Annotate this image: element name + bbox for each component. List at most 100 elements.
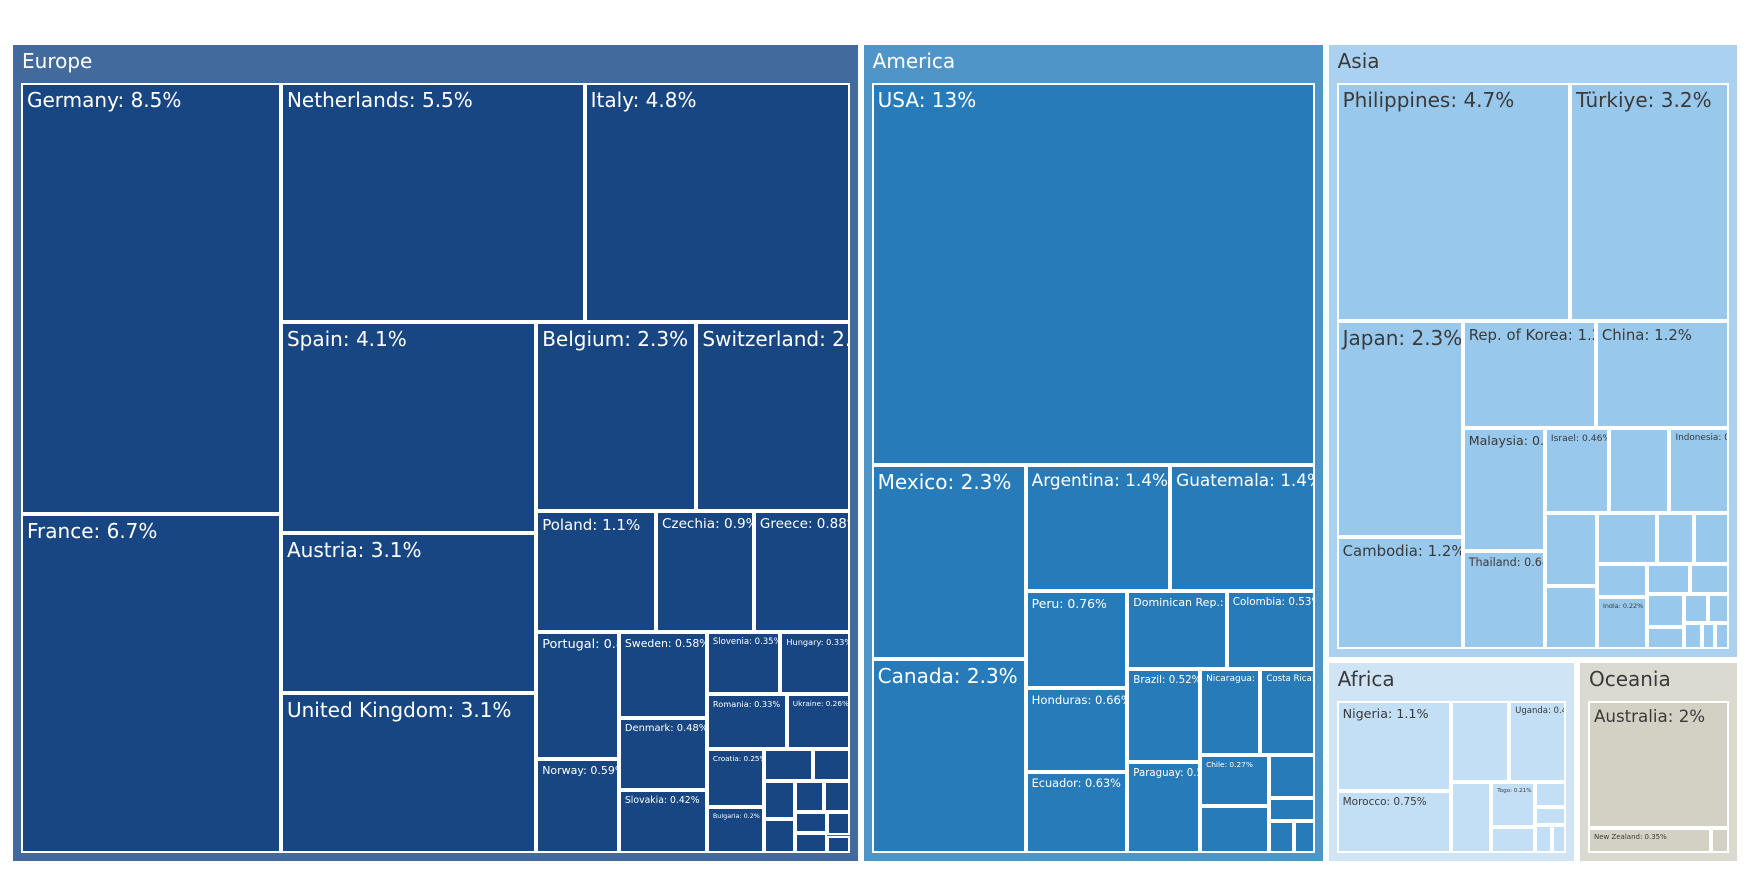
treemap-cell[interactable]: Romania: 0.33% bbox=[706, 694, 787, 749]
treemap-cell[interactable] bbox=[1608, 427, 1670, 513]
treemap-cell[interactable]: Philippines: 4.7% bbox=[1336, 83, 1571, 322]
treemap-cell[interactable]: Argentina: 1.4% bbox=[1025, 464, 1171, 591]
treemap-cell[interactable] bbox=[794, 832, 828, 853]
cell-label: Austria: 3.1% bbox=[286, 538, 422, 563]
treemap-cell[interactable]: Türkiye: 3.2% bbox=[1570, 83, 1729, 322]
treemap-cell[interactable] bbox=[1683, 623, 1702, 650]
treemap-cell[interactable]: France: 6.7% bbox=[21, 513, 281, 853]
treemap-cell[interactable] bbox=[1683, 594, 1709, 624]
treemap-cell[interactable] bbox=[1294, 821, 1315, 853]
cell-label: Israel: 0.46% bbox=[1550, 432, 1609, 444]
treemap-cell[interactable]: Chile: 0.27% bbox=[1200, 755, 1270, 807]
treemap-cell[interactable] bbox=[1269, 798, 1315, 822]
treemap-cell[interactable]: Uganda: 0.49% bbox=[1509, 701, 1566, 783]
treemap-cell[interactable]: Poland: 1.1% bbox=[536, 510, 656, 632]
treemap-cell[interactable]: Spain: 4.1% bbox=[280, 321, 537, 534]
treemap-cell[interactable] bbox=[824, 780, 850, 813]
treemap-cell[interactable]: Netherlands: 5.5% bbox=[280, 83, 585, 322]
treemap-cell[interactable] bbox=[827, 812, 850, 836]
treemap-cell[interactable]: Canada: 2.3% bbox=[871, 658, 1026, 853]
treemap-cell[interactable] bbox=[1451, 701, 1510, 783]
treemap-cell[interactable]: Ecuador: 0.63% bbox=[1025, 772, 1128, 853]
treemap-cell[interactable] bbox=[1535, 782, 1566, 807]
treemap-cell[interactable]: China: 1.2% bbox=[1595, 321, 1729, 428]
treemap-cell[interactable]: Colombia: 0.53% bbox=[1226, 590, 1315, 670]
treemap-cell[interactable]: New Zealand: 0.35% bbox=[1587, 827, 1712, 853]
treemap-cell[interactable]: Honduras: 0.66% bbox=[1025, 687, 1128, 773]
treemap-cell[interactable] bbox=[1694, 513, 1729, 565]
treemap-cell[interactable]: Australia: 2% bbox=[1587, 701, 1729, 828]
treemap-cell[interactable] bbox=[1596, 513, 1658, 565]
treemap-cell[interactable]: Austria: 3.1% bbox=[280, 533, 537, 694]
treemap-cell[interactable]: Costa Rica: 0.36% bbox=[1260, 669, 1315, 756]
treemap-cell[interactable] bbox=[763, 780, 795, 820]
treemap-cell[interactable] bbox=[827, 835, 850, 853]
treemap-cell[interactable]: Greece: 0.88% bbox=[753, 510, 850, 632]
treemap-cell[interactable]: Dominican Rep.: 0.6% bbox=[1127, 590, 1227, 670]
treemap-cell[interactable] bbox=[1708, 594, 1729, 624]
group-label: America bbox=[872, 49, 956, 73]
treemap-cell[interactable]: Indonesia: 0.43% bbox=[1669, 427, 1729, 513]
treemap-cell[interactable] bbox=[1200, 806, 1270, 853]
treemap-cell[interactable]: Switzerland: 2.2% bbox=[696, 321, 850, 511]
treemap-cell[interactable] bbox=[763, 819, 795, 853]
treemap-cell[interactable] bbox=[812, 748, 850, 781]
treemap-cell[interactable] bbox=[1647, 626, 1684, 650]
treemap-cell[interactable]: Nigeria: 1.1% bbox=[1336, 701, 1452, 792]
treemap-cell[interactable]: Portugal: 0.8% bbox=[536, 631, 619, 759]
cell-label: Denmark: 0.48% bbox=[624, 723, 707, 735]
treemap-cell[interactable]: Guatemala: 1.4% bbox=[1170, 464, 1315, 591]
treemap-cell[interactable]: Croatia: 0.25% bbox=[706, 748, 764, 807]
treemap-cell[interactable] bbox=[1544, 513, 1597, 586]
treemap-cell[interactable]: Mexico: 2.3% bbox=[871, 464, 1026, 659]
treemap-cell[interactable] bbox=[1535, 825, 1553, 853]
treemap-cell[interactable]: Norway: 0.59% bbox=[536, 759, 619, 853]
treemap-cell[interactable]: United Kingdom: 3.1% bbox=[280, 693, 537, 853]
treemap-cell[interactable] bbox=[1647, 594, 1684, 627]
treemap-cell[interactable]: Czechia: 0.9% bbox=[655, 510, 754, 632]
treemap-cell[interactable] bbox=[1701, 623, 1716, 650]
treemap-cell[interactable] bbox=[1596, 564, 1647, 598]
cell-label: Netherlands: 5.5% bbox=[286, 88, 473, 112]
treemap-cell[interactable] bbox=[1491, 827, 1536, 853]
treemap-cell[interactable] bbox=[1269, 755, 1315, 799]
treemap-cell[interactable] bbox=[1544, 585, 1597, 650]
treemap-cell[interactable]: Malaysia: 0.86% bbox=[1462, 427, 1545, 552]
treemap-cell[interactable]: Togo: 0.21% bbox=[1491, 782, 1536, 828]
treemap-cell[interactable] bbox=[1647, 564, 1690, 595]
treemap-cell[interactable]: Sweden: 0.58% bbox=[618, 631, 707, 719]
treemap-cell[interactable] bbox=[1535, 806, 1566, 826]
treemap-cell[interactable]: Germany: 8.5% bbox=[21, 83, 281, 514]
treemap-cell[interactable]: Nicaragua: 0.4% bbox=[1200, 669, 1261, 756]
treemap-cell[interactable] bbox=[1711, 827, 1729, 853]
treemap-cell[interactable]: Italy: 4.8% bbox=[584, 83, 850, 322]
treemap-cell[interactable]: USA: 13% bbox=[871, 83, 1315, 465]
treemap-cell[interactable] bbox=[1552, 825, 1566, 853]
treemap-cell[interactable] bbox=[1715, 623, 1729, 650]
treemap-cell[interactable] bbox=[1451, 782, 1492, 853]
treemap-cell[interactable]: Cambodia: 1.2% bbox=[1336, 536, 1463, 650]
treemap-cell[interactable] bbox=[794, 812, 828, 833]
treemap-cell[interactable]: Hungary: 0.33% bbox=[780, 631, 850, 695]
treemap-cell[interactable]: Brazil: 0.52% bbox=[1127, 669, 1201, 762]
treemap-cell[interactable] bbox=[1657, 513, 1695, 565]
treemap-cell[interactable]: Denmark: 0.48% bbox=[618, 718, 707, 791]
cell-label: India: 0.22% bbox=[1602, 602, 1644, 611]
treemap-cell[interactable]: Belgium: 2.3% bbox=[536, 321, 697, 511]
treemap-cell[interactable] bbox=[763, 748, 813, 781]
treemap-cell[interactable] bbox=[1269, 821, 1294, 853]
treemap-cell[interactable]: Paraguay: 0.51% bbox=[1127, 761, 1201, 853]
treemap-cell[interactable]: Slovakia: 0.42% bbox=[618, 790, 707, 853]
treemap-cell[interactable]: Israel: 0.46% bbox=[1544, 427, 1609, 513]
treemap-cell[interactable]: Bulgaria: 0.2% bbox=[706, 806, 764, 853]
treemap-cell[interactable]: Slovenia: 0.35% bbox=[706, 631, 781, 695]
treemap-cell[interactable]: Thailand: 0.68% bbox=[1462, 551, 1545, 650]
treemap-cell[interactable] bbox=[794, 780, 825, 813]
treemap-cell[interactable] bbox=[1689, 564, 1729, 595]
treemap-cell[interactable]: Morocco: 0.75% bbox=[1336, 791, 1452, 853]
treemap-cell[interactable]: Ukraine: 0.26% bbox=[786, 694, 850, 749]
treemap-cell[interactable]: India: 0.22% bbox=[1596, 597, 1647, 650]
treemap-cell[interactable]: Peru: 0.76% bbox=[1025, 590, 1128, 688]
treemap-cell[interactable]: Rep. of Korea: 1.2% bbox=[1462, 321, 1596, 428]
treemap-cell[interactable]: Japan: 2.3% bbox=[1336, 321, 1463, 537]
